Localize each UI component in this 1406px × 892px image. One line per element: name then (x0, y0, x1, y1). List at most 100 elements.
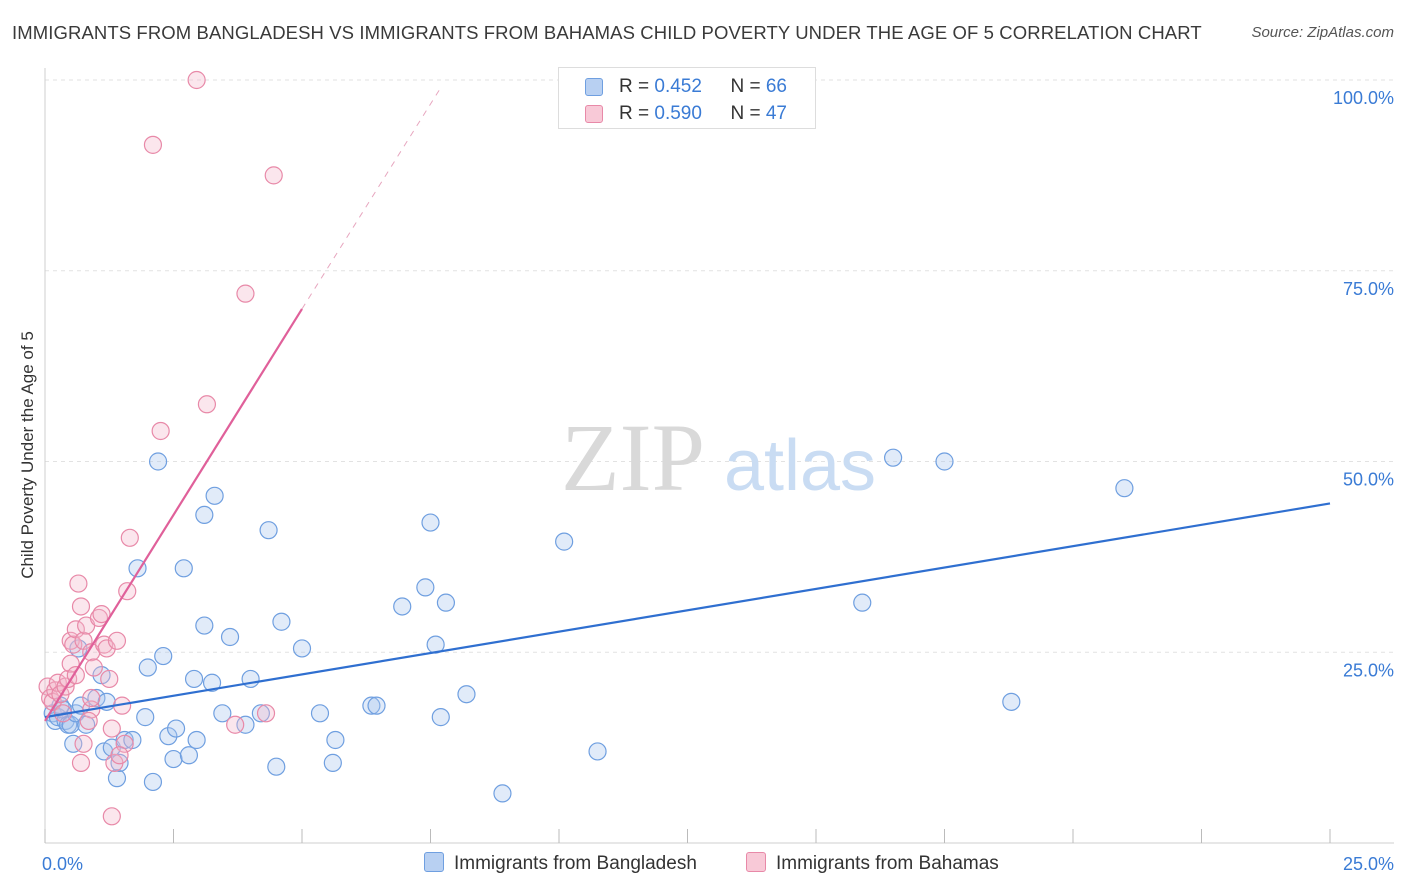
bottom-legend-bahamas: Immigrants from Bahamas (746, 852, 999, 875)
data-point (236, 715, 255, 734)
bottom-legend-swatch-bangladesh (424, 852, 444, 872)
legend-n-value: 47 (765, 103, 787, 124)
legend-swatch-bangladesh (585, 78, 603, 96)
data-point (97, 639, 116, 658)
data-point (87, 688, 106, 708)
data-point (259, 521, 278, 540)
trend-lines (44, 87, 1331, 722)
data-point (82, 688, 101, 708)
data-point (187, 70, 206, 90)
data-point (326, 730, 345, 750)
chart-title: IMMIGRANTS FROM BANGLADESH VS IMMIGRANTS… (12, 22, 1202, 43)
grid-lines (45, 79, 1394, 653)
y-tick-label: 25.0% (1343, 660, 1394, 680)
data-point (102, 807, 121, 826)
data-point (416, 578, 435, 597)
watermark-zip: ZIP (561, 404, 705, 511)
tick-labels: 100.0% 75.0% 50.0% 25.0% 0.0% 25.0% (42, 88, 1394, 874)
watermark-atlas: atlas (724, 426, 876, 506)
data-point (205, 486, 224, 505)
data-point (195, 505, 214, 525)
data-point (151, 421, 170, 441)
source-label: Source: ZipAtlas.com (1251, 24, 1394, 41)
data-point (555, 532, 574, 551)
data-point (213, 704, 232, 723)
data-point (436, 593, 456, 612)
data-point (264, 166, 283, 185)
data-point (107, 769, 127, 788)
data-point (251, 704, 270, 723)
data-point (115, 734, 134, 753)
data-point (267, 757, 286, 776)
data-point (588, 742, 607, 761)
watermark: ZIP atlas (561, 404, 876, 511)
data-point (79, 711, 98, 731)
data-point (853, 593, 872, 612)
y-tick-label: 100.0% (1333, 88, 1394, 108)
data-point (310, 704, 330, 723)
data-point (71, 753, 91, 772)
data-point (272, 612, 291, 631)
legend-n-label: N = (730, 76, 766, 97)
data-point (323, 753, 342, 772)
data-point (362, 696, 381, 715)
legend-n-value: 66 (765, 76, 787, 97)
data-point (457, 685, 476, 704)
data-point (110, 746, 129, 765)
y-tick-label: 75.0% (1343, 279, 1394, 299)
data-point (74, 734, 93, 753)
x-tick-label: 25.0% (1343, 854, 1394, 874)
data-point (166, 719, 186, 738)
data-point (100, 669, 119, 689)
stats-legend: R = 0.452 N = 66 R = 0.590 N = 47 (558, 67, 816, 129)
data-point (220, 627, 240, 647)
data-point (110, 753, 129, 772)
data-point (159, 727, 178, 746)
data-point (102, 719, 121, 738)
legend-n-label: N = (730, 103, 766, 124)
data-point (174, 559, 193, 578)
data-point (256, 704, 276, 723)
bottom-legend-swatch-bahamas (746, 852, 766, 872)
data-point (136, 708, 155, 727)
legend-r-value: 0.590 (654, 103, 702, 124)
data-point (71, 597, 91, 616)
data-point (179, 746, 199, 765)
data-point (107, 631, 127, 650)
trend-line (44, 502, 1331, 719)
legend-r-label: R = (619, 103, 655, 124)
data-point (431, 708, 450, 727)
legend-swatch-bahamas (585, 105, 603, 123)
data-point (226, 715, 245, 734)
data-point (164, 749, 183, 769)
data-point (143, 772, 163, 792)
data-point (1002, 692, 1021, 711)
data-point (883, 448, 903, 467)
data-point (292, 639, 312, 658)
data-point (393, 597, 412, 616)
data-point (197, 395, 217, 414)
data-point (493, 784, 512, 803)
data-point (61, 654, 80, 673)
data-point (154, 646, 173, 666)
data-point (92, 604, 111, 624)
data-point (367, 696, 386, 715)
trend-line (44, 308, 303, 722)
bottom-legend-bangladesh: Immigrants from Bangladesh (424, 852, 697, 875)
bottom-legend-label-bahamas: Immigrants from Bahamas (776, 853, 999, 874)
data-point (69, 574, 88, 593)
x-tick-label: 0.0% (42, 854, 83, 874)
data-point (84, 658, 103, 677)
series-bangladesh-points (43, 448, 1134, 803)
data-point (120, 528, 139, 547)
data-point (935, 452, 954, 471)
data-point (236, 284, 255, 303)
trend-line-extension (301, 87, 442, 310)
data-point (138, 658, 157, 677)
data-point (195, 616, 214, 635)
data-point (143, 135, 163, 154)
data-point (184, 669, 204, 689)
data-point (421, 513, 440, 532)
series-bahamas-points (38, 70, 283, 826)
